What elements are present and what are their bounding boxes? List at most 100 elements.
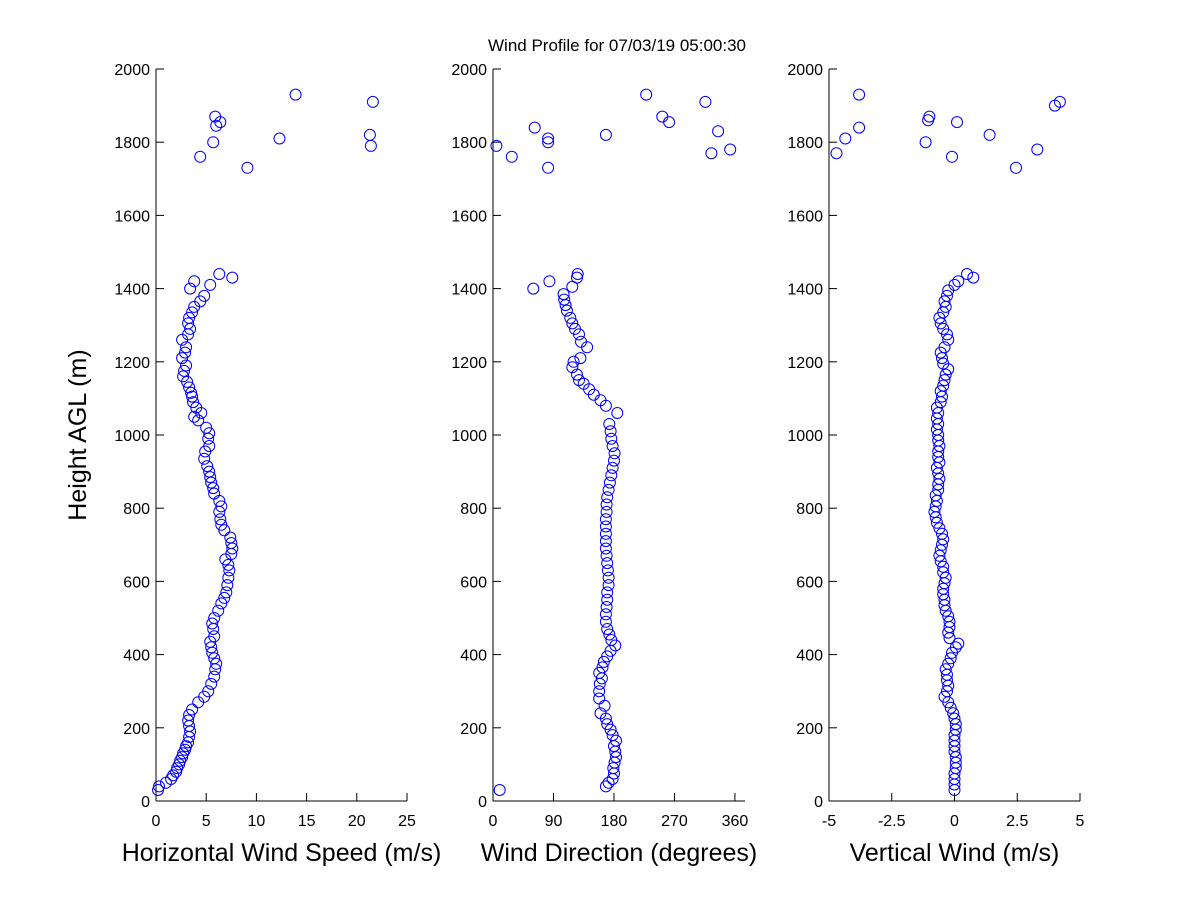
y-tick-label: 1800 bbox=[114, 135, 150, 152]
x-tick-label: 0 bbox=[489, 813, 498, 830]
data-point bbox=[599, 520, 612, 533]
data-point bbox=[939, 368, 952, 381]
data-point bbox=[594, 707, 607, 720]
data-point bbox=[222, 558, 235, 571]
y-tick-label: 2000 bbox=[787, 62, 823, 79]
y-tick-label: 1400 bbox=[114, 282, 150, 299]
data-point bbox=[183, 709, 196, 721]
data-point bbox=[604, 425, 617, 438]
data-point bbox=[600, 601, 613, 613]
data-point bbox=[952, 275, 965, 288]
x-tick-label: 15 bbox=[298, 813, 316, 830]
data-point bbox=[919, 136, 932, 149]
panel-direction: 0 200 400 600 800 1000 1200 1400 1600 1800 2000 0 90… bbox=[451, 62, 757, 867]
x-tick-label: 360 bbox=[722, 813, 749, 830]
data-point bbox=[611, 407, 624, 419]
y-tick-label: 1400 bbox=[787, 282, 823, 299]
data-point bbox=[934, 317, 947, 330]
data-point bbox=[605, 634, 618, 646]
data-point bbox=[600, 498, 613, 511]
data-point bbox=[1048, 99, 1061, 112]
y-tick-label: 1000 bbox=[787, 428, 823, 445]
data-point bbox=[203, 427, 216, 440]
data-point bbox=[601, 593, 614, 606]
x-tick-label: -5 bbox=[822, 813, 836, 830]
x-tick-label: 20 bbox=[348, 813, 366, 830]
x-tick-label: 5 bbox=[1076, 813, 1085, 830]
data-point bbox=[218, 591, 231, 604]
data-point bbox=[571, 271, 583, 284]
data-point bbox=[606, 461, 619, 474]
data-point bbox=[938, 341, 951, 354]
data-point bbox=[946, 150, 958, 163]
data-point bbox=[186, 306, 199, 319]
x-tick-label: 2.5 bbox=[1006, 813, 1028, 830]
y-tick-label: 1200 bbox=[451, 355, 487, 372]
data-point bbox=[198, 452, 211, 465]
data-point bbox=[167, 769, 180, 782]
data-point bbox=[605, 469, 618, 482]
x-tick-label: -2.5 bbox=[878, 813, 906, 830]
data-point bbox=[558, 293, 571, 306]
data-point bbox=[180, 341, 193, 354]
data-point bbox=[528, 121, 541, 134]
y-axis-label: Height AGL (m) bbox=[64, 349, 92, 520]
data-point bbox=[205, 641, 218, 654]
y-tick-label: 1600 bbox=[114, 208, 150, 225]
data-point bbox=[182, 714, 195, 727]
data-point bbox=[208, 652, 221, 665]
x-tick-label: 5 bbox=[202, 813, 211, 830]
data-point bbox=[188, 410, 201, 423]
data-point bbox=[223, 564, 236, 577]
data-point bbox=[942, 657, 955, 670]
data-point bbox=[564, 311, 577, 324]
data-point bbox=[640, 88, 653, 101]
data-point bbox=[184, 282, 197, 295]
data-point bbox=[183, 311, 196, 324]
data-point bbox=[942, 333, 955, 346]
data-point bbox=[605, 432, 618, 445]
data-point bbox=[201, 460, 214, 473]
y-tick-label: 1400 bbox=[451, 282, 487, 299]
data-point bbox=[724, 143, 737, 156]
data-point bbox=[606, 440, 619, 452]
x-axis-label-speed: Horizontal Wind Speed (m/s) bbox=[122, 839, 442, 867]
data-point bbox=[599, 608, 612, 621]
data-point bbox=[944, 701, 957, 714]
data-point bbox=[493, 784, 506, 796]
data-point bbox=[203, 465, 216, 478]
data-point bbox=[186, 703, 199, 716]
y-tick-label: 600 bbox=[123, 574, 150, 591]
panel-vertical: 0 200 400 600 800 1000 1200 1400 1600 1800 2000 -5 -… bbox=[787, 62, 1084, 867]
data-point bbox=[599, 615, 612, 628]
data-point bbox=[853, 88, 866, 101]
data-point bbox=[543, 275, 556, 288]
y-tick-label: 1600 bbox=[451, 208, 487, 225]
data-point bbox=[608, 454, 620, 467]
data-point bbox=[200, 421, 213, 434]
data-point bbox=[938, 374, 951, 387]
y-tick-label: 600 bbox=[460, 574, 487, 591]
data-point bbox=[593, 685, 606, 698]
data-point bbox=[180, 359, 193, 372]
data-point bbox=[575, 335, 587, 348]
data-point bbox=[937, 566, 950, 579]
data-point bbox=[222, 571, 235, 584]
y-tick-label: 0 bbox=[814, 794, 823, 811]
y-tick-label: 0 bbox=[478, 794, 487, 811]
data-point bbox=[205, 677, 218, 690]
data-point bbox=[214, 116, 227, 129]
data-point bbox=[601, 564, 614, 577]
data-point bbox=[606, 729, 619, 742]
data-point bbox=[208, 630, 221, 643]
data-point bbox=[602, 579, 615, 592]
data-point bbox=[273, 132, 286, 145]
data-point bbox=[178, 364, 191, 377]
data-point bbox=[208, 487, 221, 500]
y-tick-label: 1800 bbox=[787, 135, 823, 152]
y-tick-label: 800 bbox=[460, 501, 487, 518]
data-point bbox=[569, 322, 581, 335]
data-point bbox=[599, 527, 612, 540]
data-point bbox=[938, 690, 951, 703]
y-tick-label: 1800 bbox=[451, 135, 487, 152]
